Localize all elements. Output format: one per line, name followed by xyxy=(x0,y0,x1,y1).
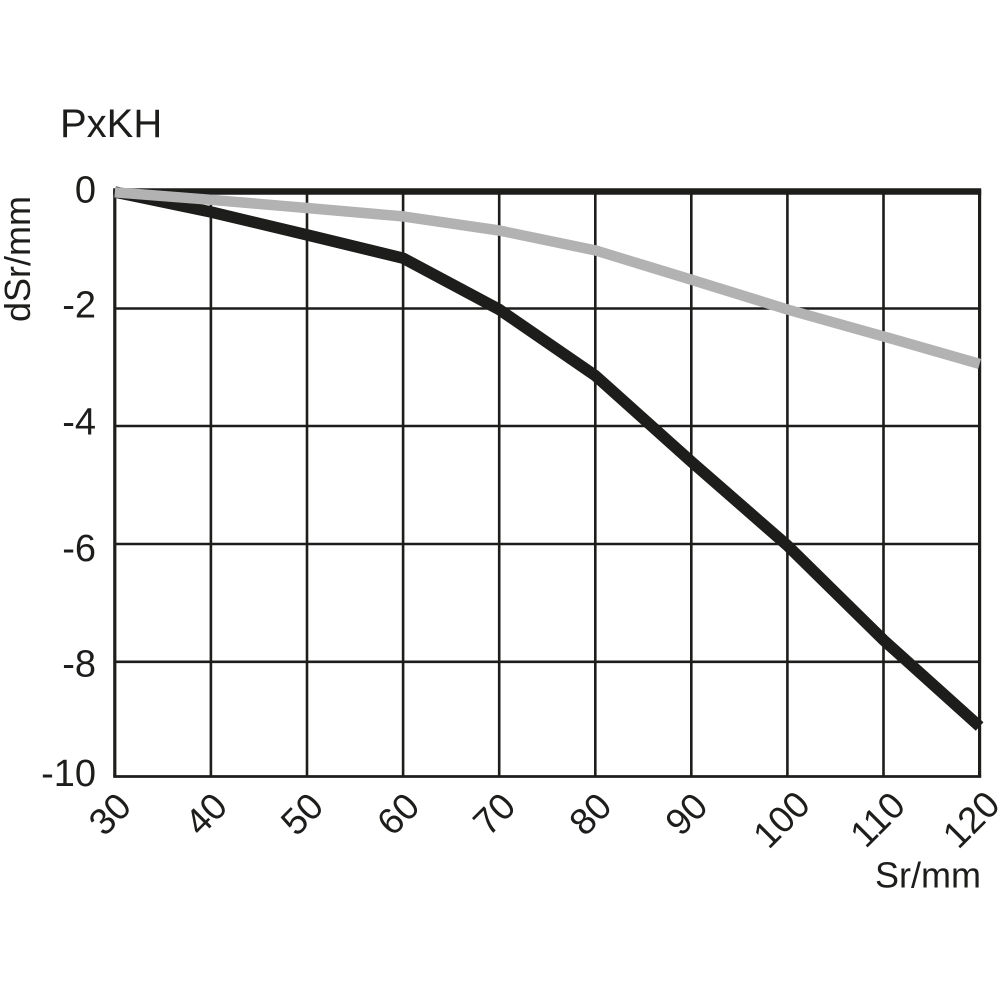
svg-text:-6: -6 xyxy=(62,528,96,570)
svg-text:-8: -8 xyxy=(62,643,96,685)
svg-text:-2: -2 xyxy=(62,284,96,326)
svg-text:dSr/mm: dSr/mm xyxy=(0,196,38,322)
svg-text:-4: -4 xyxy=(62,401,96,443)
svg-text:Sr/mm: Sr/mm xyxy=(875,855,981,896)
svg-text:PxKH: PxKH xyxy=(60,102,162,146)
svg-text:-10: -10 xyxy=(41,753,96,795)
svg-text:0: 0 xyxy=(75,170,96,212)
